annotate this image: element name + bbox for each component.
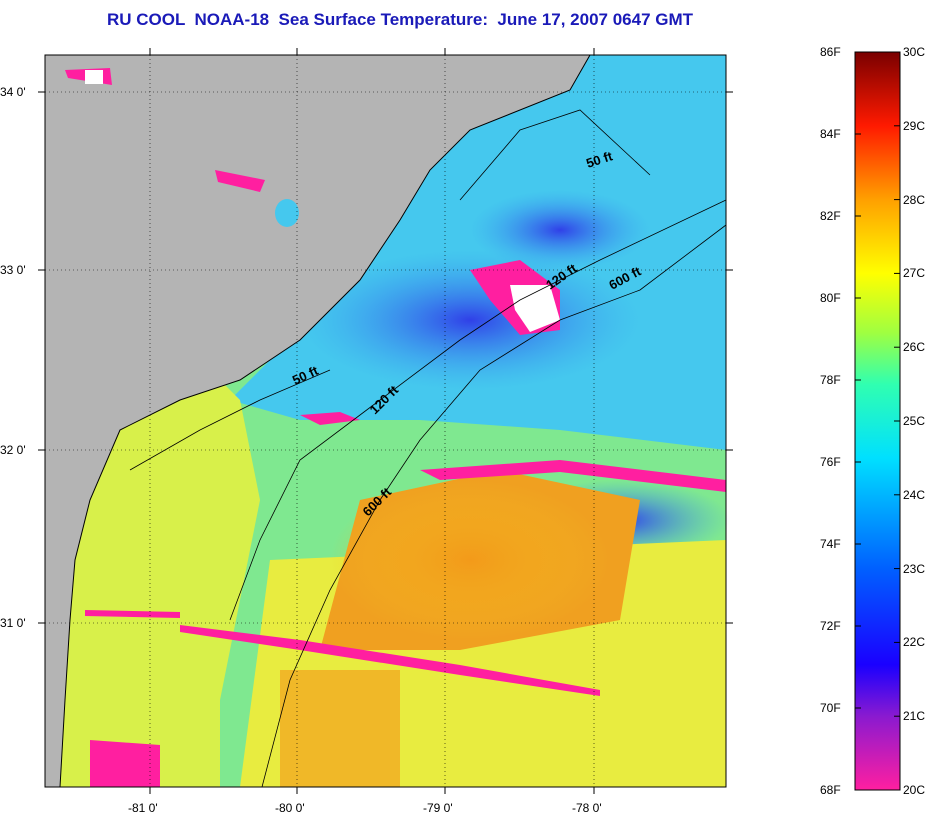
colorbar-c-label: 29C <box>903 118 926 133</box>
lon-label: -79 0' <box>423 801 453 815</box>
lat-label: 33 0' <box>0 263 26 277</box>
water-patch <box>275 199 299 227</box>
land-mass <box>45 55 590 787</box>
colorbar-f-label: 74F <box>820 537 841 551</box>
colorbar-f-label: 82F <box>820 209 841 223</box>
contour-50ft-north <box>459 109 651 201</box>
cloud-patch <box>85 70 103 84</box>
lat-label: 31 0' <box>0 616 26 630</box>
colorbar-c-label: 20C <box>903 783 926 797</box>
cold-patch <box>215 170 265 192</box>
cold-filament <box>180 625 600 696</box>
colorbar-ticks <box>855 51 900 791</box>
lon-label: -81 0' <box>128 801 158 815</box>
cold-patch <box>470 190 650 270</box>
axis-ticks <box>38 48 733 794</box>
colorbar-f-label: 72F <box>820 619 841 633</box>
colorbar-f-label: 78F <box>820 373 841 387</box>
colorbar-c-label: 25C <box>903 414 926 428</box>
map-title: RU COOL NOAA-18 Sea Surface Temperature:… <box>106 10 694 29</box>
colorbar-c-label: 26C <box>903 340 926 355</box>
cold-filament <box>300 412 360 425</box>
colorbar-f-label: 86F <box>820 45 841 59</box>
lon-label: -78 0' <box>572 801 602 815</box>
cold-filament <box>420 460 726 492</box>
colorbar-c-label: 21C <box>903 709 926 724</box>
colorbar-c-label: 30C <box>903 45 926 59</box>
colorbar-f-label: 76F <box>820 455 841 469</box>
coastline <box>59 54 591 788</box>
colorbar-c-label: 24C <box>903 487 926 502</box>
cold-patch <box>300 250 640 390</box>
contour-120ft <box>229 199 727 621</box>
lat-label: 34 0' <box>0 85 26 99</box>
map-frame <box>44 54 727 788</box>
colorbar-c-label: 28C <box>903 192 926 207</box>
colorbar-f-label: 70F <box>820 701 841 715</box>
colorbar-f-label: 84F <box>820 127 841 141</box>
cloud-patch <box>510 285 560 332</box>
colorbar-c-label: 22C <box>903 635 926 650</box>
colorbar <box>854 51 901 791</box>
cold-filament <box>85 610 180 618</box>
warm-coastal-region <box>60 360 260 787</box>
cold-patch <box>90 740 160 787</box>
graticule <box>45 55 726 787</box>
lon-label: -80 0' <box>275 801 305 815</box>
colorbar-c-label: 23C <box>903 561 926 576</box>
colorbar-f-label: 80F <box>820 291 841 305</box>
lat-label: 32 0' <box>0 443 26 457</box>
warm-core <box>330 480 610 640</box>
colorbar-f-label: 68F <box>820 783 841 797</box>
contour-600ft <box>261 224 727 788</box>
colorbar-c-label: 27C <box>903 266 926 281</box>
warm-patch <box>280 670 400 787</box>
